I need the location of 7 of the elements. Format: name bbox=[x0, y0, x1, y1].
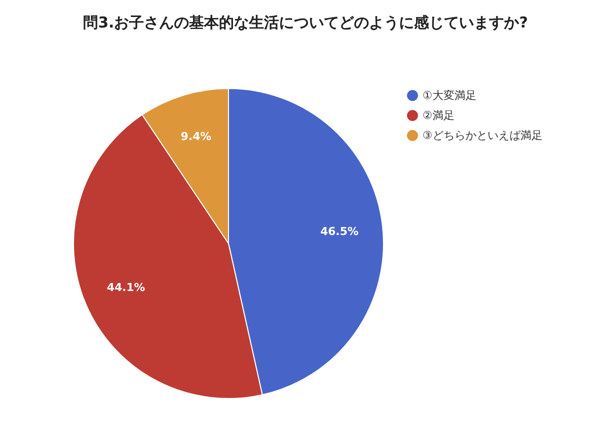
legend-label: ①大変満足 bbox=[422, 89, 476, 102]
chart-title: 問3.お子さんの基本的な生活についてどのように感じていますか? bbox=[83, 14, 528, 32]
data-label: 9.4% bbox=[180, 130, 212, 144]
data-label: 44.1% bbox=[106, 281, 146, 294]
legend-label: ②満足 bbox=[422, 109, 454, 122]
legend-label: ③どちらかといえば満足 bbox=[422, 129, 542, 142]
data-label: 46.5% bbox=[320, 224, 359, 238]
